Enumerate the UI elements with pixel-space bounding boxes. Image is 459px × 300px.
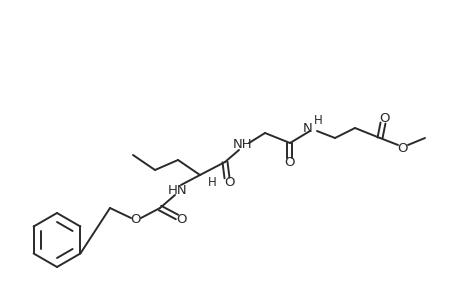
Text: O: O [397,142,408,154]
Text: O: O [176,214,187,226]
Text: O: O [379,112,389,124]
Text: H: H [207,176,216,190]
Text: N: N [302,122,312,134]
Text: H: H [313,115,322,128]
Text: O: O [130,214,141,226]
Text: HN: HN [168,184,187,196]
Text: O: O [224,176,235,190]
Text: NH: NH [233,139,252,152]
Text: O: O [284,157,295,169]
